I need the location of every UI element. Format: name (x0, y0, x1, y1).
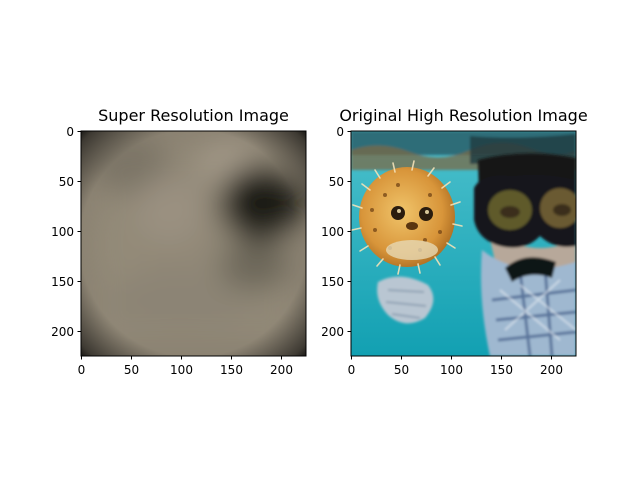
chart-title: Original High Resolution Image (339, 106, 587, 125)
y-tick: 0 (66, 125, 81, 139)
y-tick-label: 150 (51, 275, 74, 289)
y-tick-label: 50 (329, 175, 344, 189)
x-tick-label: 150 (490, 363, 513, 377)
y-tick: 50 (329, 175, 351, 189)
y-axis: 0 50 100 150 200 (51, 125, 81, 339)
x-tick-label: 100 (440, 363, 463, 377)
y-tick-label: 50 (59, 175, 74, 189)
x-tick: 50 (124, 356, 139, 377)
x-tick-label: 0 (78, 363, 86, 377)
y-tick-label: 100 (321, 225, 344, 239)
pufferfish (351, 160, 463, 275)
y-tick-label: 150 (321, 275, 344, 289)
x-tick-label: 200 (270, 363, 293, 377)
x-tick-label: 50 (394, 363, 409, 377)
y-tick: 200 (51, 325, 81, 339)
x-tick-label: 50 (124, 363, 139, 377)
chart-title: Super Resolution Image (98, 106, 289, 125)
x-tick: 0 (348, 356, 356, 377)
axes-original: Original High Resolution Image (321, 106, 588, 377)
x-tick: 200 (540, 356, 563, 377)
x-tick-label: 100 (170, 363, 193, 377)
axes-frame (80, 130, 307, 357)
super-resolution-image (81, 131, 306, 356)
x-tick: 0 (78, 356, 86, 377)
x-tick-label: 0 (348, 363, 356, 377)
x-tick: 150 (490, 356, 513, 377)
y-tick-label: 0 (66, 125, 74, 139)
y-tick-label: 100 (51, 225, 74, 239)
y-tick-label: 200 (51, 325, 74, 339)
y-tick: 100 (51, 225, 81, 239)
y-axis: 0 50 100 150 200 (321, 125, 351, 339)
y-tick-label: 200 (321, 325, 344, 339)
x-tick: 100 (170, 356, 193, 377)
axes-super-resolution: Super Resolution Image 0 50 100 150 200 (51, 106, 307, 377)
x-tick: 50 (394, 356, 409, 377)
y-tick: 100 (321, 225, 351, 239)
axes-frame (350, 130, 577, 357)
x-tick: 100 (440, 356, 463, 377)
y-tick: 200 (321, 325, 351, 339)
x-tick: 200 (270, 356, 293, 377)
x-axis: 0 50 100 150 200 (78, 356, 293, 377)
y-tick: 0 (336, 125, 351, 139)
y-tick: 150 (51, 275, 81, 289)
y-tick: 150 (321, 275, 351, 289)
y-tick-label: 0 (336, 125, 344, 139)
y-tick: 50 (59, 175, 81, 189)
snorkeler (474, 153, 576, 356)
hand (377, 276, 434, 324)
original-image (351, 131, 576, 356)
x-axis: 0 50 100 150 200 (348, 356, 563, 377)
x-tick-label: 150 (220, 363, 243, 377)
x-tick: 150 (220, 356, 243, 377)
x-tick-label: 200 (540, 363, 563, 377)
